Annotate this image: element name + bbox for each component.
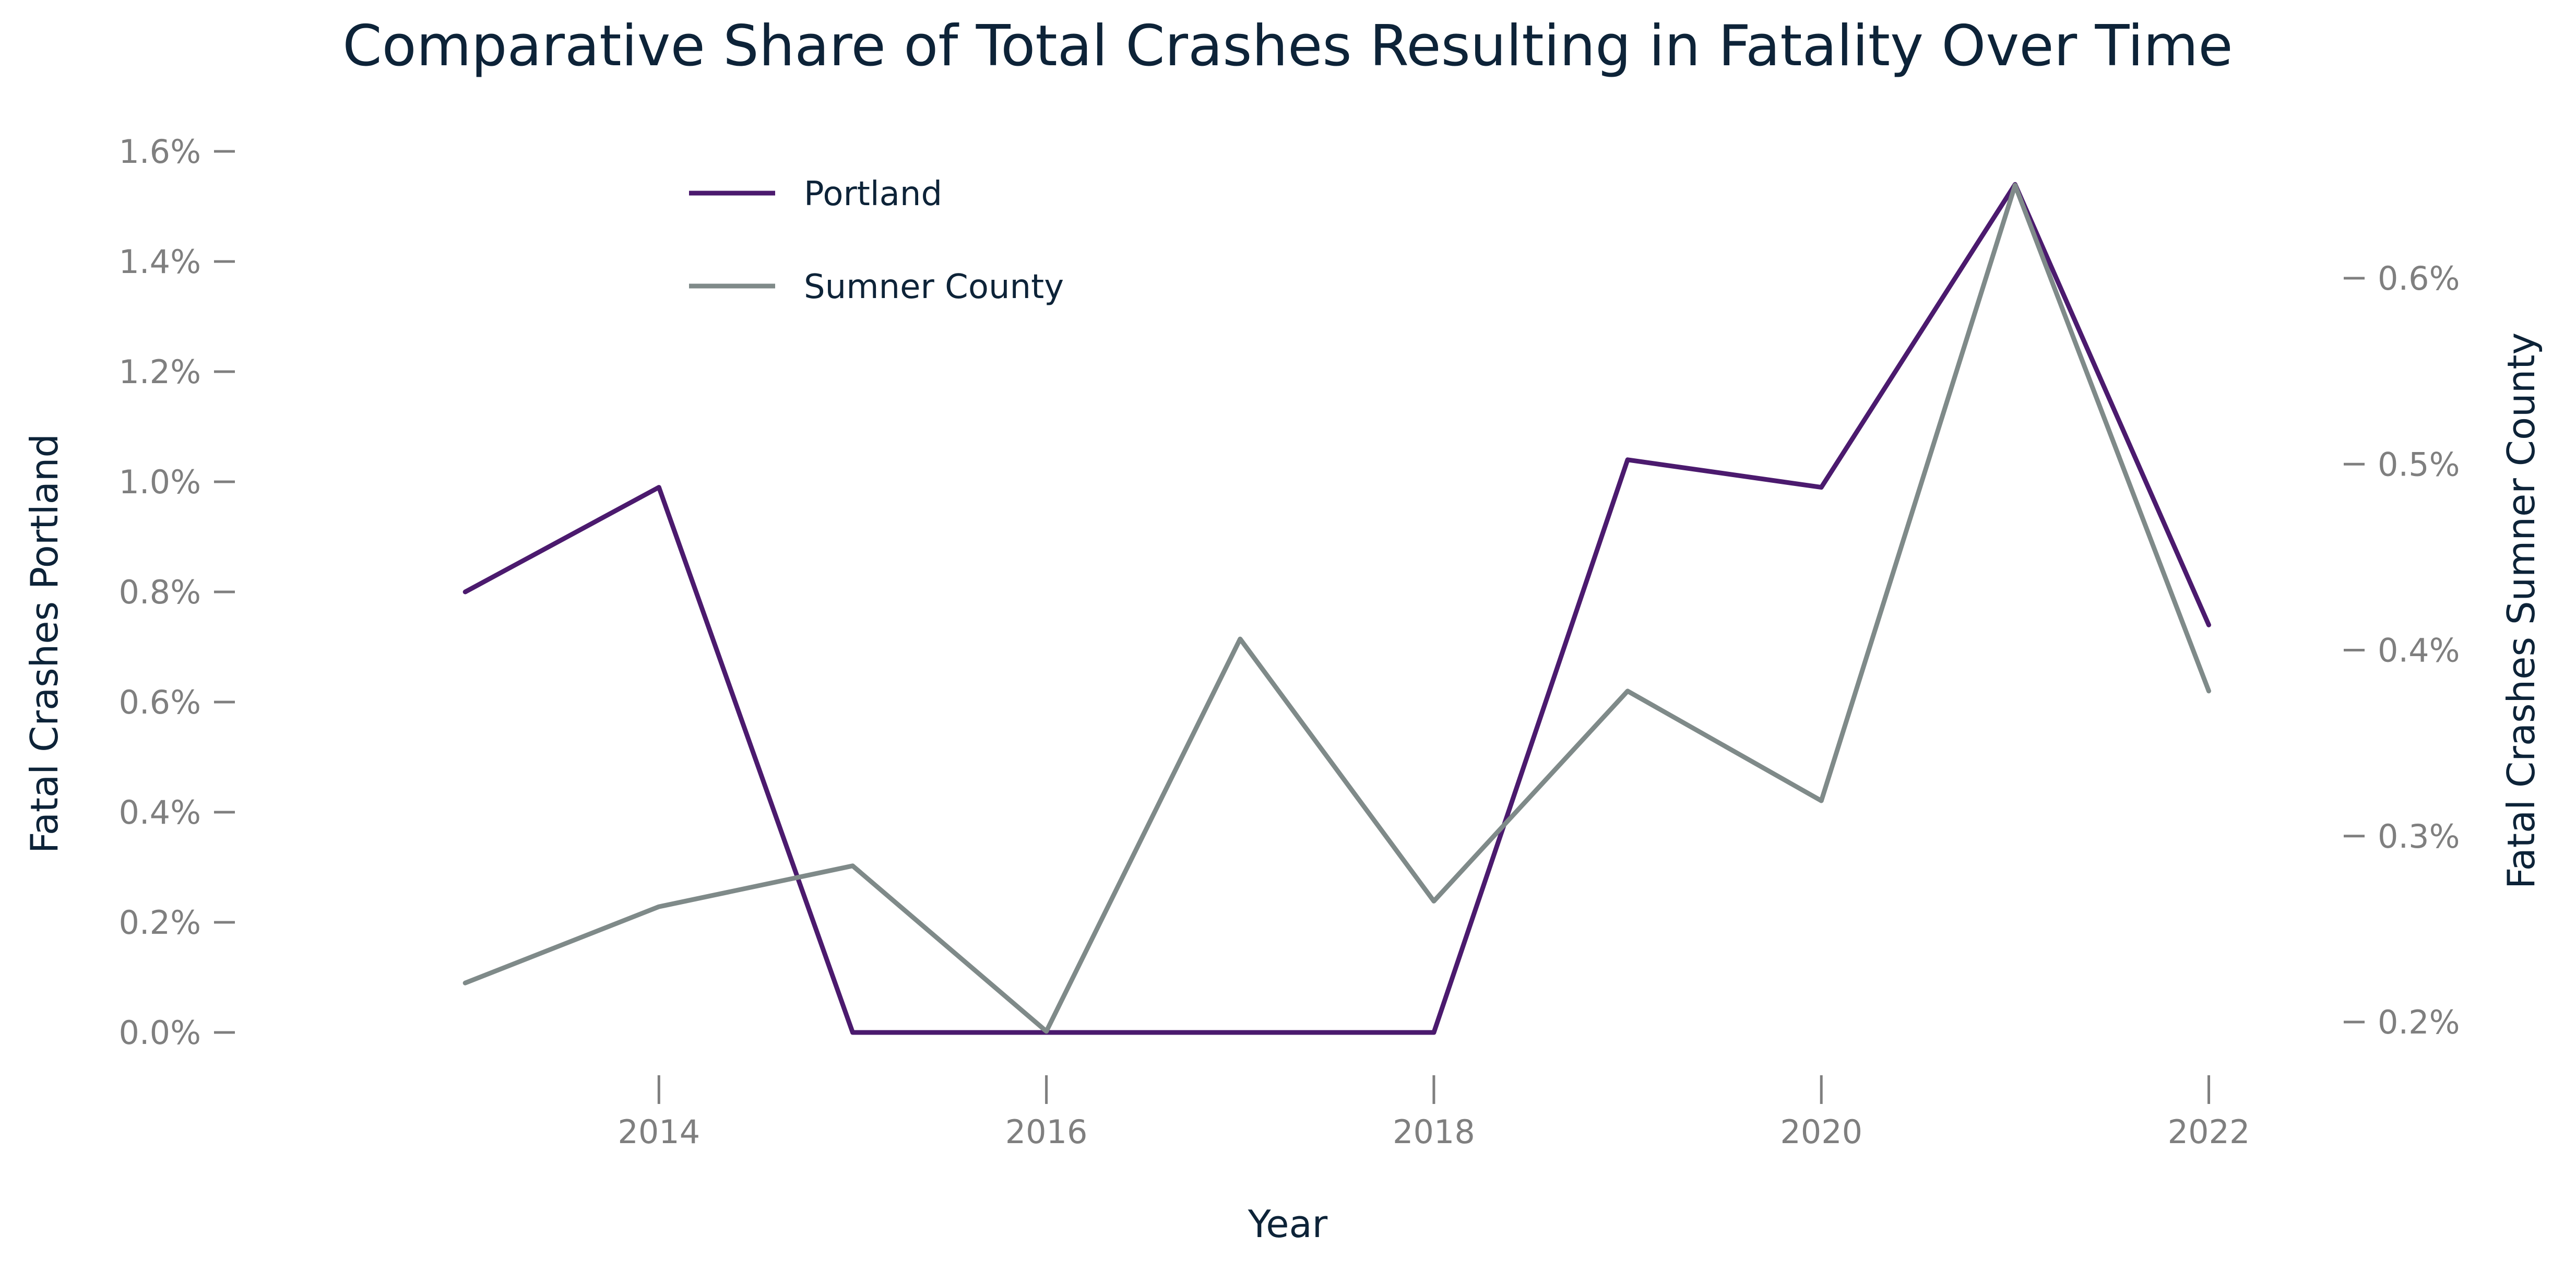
- x-tick-label: 2016: [1005, 1113, 1088, 1151]
- x-tick-label: 2018: [1393, 1113, 1475, 1151]
- y-left-tick-label: 0.2%: [118, 904, 201, 942]
- x-axis: 2014 2016 2018 2020 2022: [618, 1075, 2250, 1151]
- x-axis-title: Year: [1248, 1202, 1328, 1246]
- y-right-tick-label: 0.5%: [2378, 445, 2460, 483]
- y-right-tick-label: 0.3%: [2378, 817, 2460, 856]
- legend: Portland Sumner County: [689, 175, 1064, 306]
- series-lines: [462, 182, 2211, 1035]
- x-tick-label: 2020: [1780, 1113, 1862, 1151]
- y-left-tick-label: 0.8%: [118, 573, 201, 611]
- y-left-tick-label: 0.0%: [118, 1014, 201, 1052]
- y-left-tick-label: 0.6%: [118, 683, 201, 721]
- y-axis-right-title: Fatal Crashes Sumner County: [2499, 332, 2543, 889]
- y-right-tick-label: 0.2%: [2378, 1003, 2460, 1041]
- legend-label-sumner-county: Sumner County: [804, 268, 1064, 306]
- x-tick-label: 2022: [2168, 1113, 2250, 1151]
- y-left-tick-label: 1.2%: [118, 353, 201, 391]
- legend-label-portland: Portland: [804, 175, 942, 213]
- x-tick-label: 2014: [618, 1113, 700, 1151]
- y-left-tick-label: 1.0%: [118, 463, 201, 501]
- y-axis-left-title: Fatal Crashes Portland: [22, 434, 66, 853]
- series-line-portland: [462, 182, 2211, 1035]
- chart-title: Comparative Share of Total Crashes Resul…: [342, 14, 2233, 79]
- y-left-tick-label: 0.4%: [118, 793, 201, 832]
- y-right-tick-label: 0.6%: [2378, 259, 2460, 298]
- y-left-tick-label: 1.4%: [118, 243, 201, 281]
- y-left-tick-label: 1.6%: [118, 133, 201, 171]
- y-axis-right: 0.2% 0.3% 0.4% 0.5% 0.6%: [2344, 259, 2460, 1041]
- series-line-sumner-county: [462, 183, 2211, 1034]
- y-right-tick-label: 0.4%: [2378, 632, 2460, 670]
- y-axis-left: 0.0% 0.2% 0.4% 0.6% 0.8% 1.0% 1.2% 1.4% 1.6%: [118, 133, 235, 1052]
